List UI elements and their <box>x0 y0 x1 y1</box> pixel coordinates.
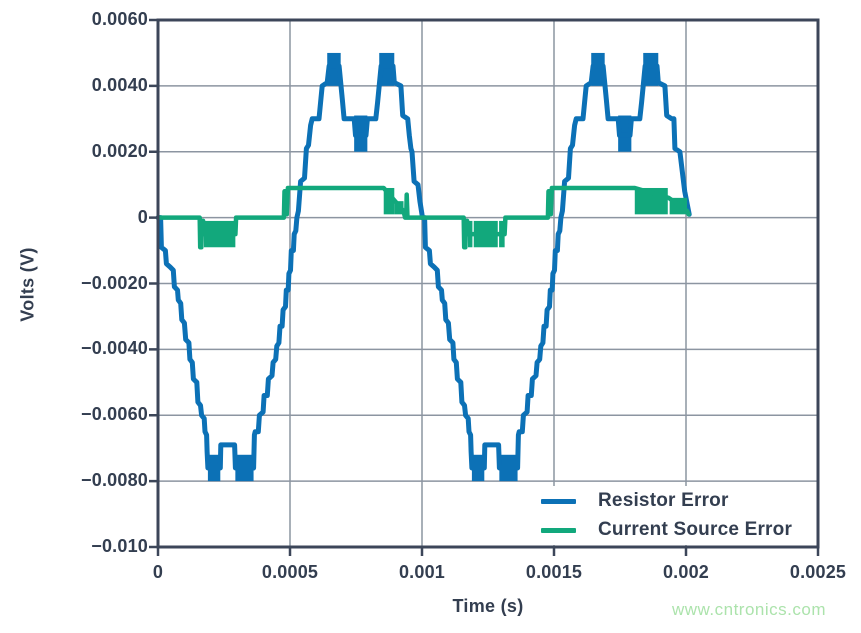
y-tick-label: −0.0060 <box>81 404 148 425</box>
y-axis-title: Volts (V) <box>17 247 38 322</box>
x-tick-label: 0 <box>152 562 164 582</box>
legend-row-resistor-error: Resistor Error <box>537 490 816 512</box>
y-tick-label: 0.0020 <box>91 140 148 161</box>
resistor-error-band <box>643 52 659 86</box>
current-source-error-line-swatch <box>541 527 576 533</box>
current-source-error-line <box>155 185 691 250</box>
y-tick-label: −0.010 <box>91 536 148 556</box>
resistor-error-line-swatch <box>541 498 576 504</box>
resistor-error-band <box>591 52 605 86</box>
y-tick-label: −0.0040 <box>81 338 148 359</box>
legend-label-resistor-error: Resistor Error <box>598 490 729 511</box>
x-axis-title: Time (s) <box>452 596 524 616</box>
y-tick-label: −0.0080 <box>81 470 148 491</box>
x-tick-label: 0.0015 <box>525 562 583 582</box>
legend-row-current-source-error: Current Source Error <box>537 519 816 541</box>
y-tick-label: 0.0040 <box>91 74 148 95</box>
x-tick-label: 0.001 <box>398 562 446 582</box>
watermark-text: www.cntronics.com <box>672 600 826 619</box>
y-tick-label: 0.0060 <box>91 9 148 29</box>
legend-label-current-source-error: Current Source Error <box>598 519 793 540</box>
y-tick-label: 0 <box>137 206 148 227</box>
x-tick-label: 0.0005 <box>261 562 319 582</box>
y-tick-label: −0.0020 <box>81 272 148 293</box>
resistor-error-band <box>379 52 395 86</box>
resistor-error-band <box>327 52 341 86</box>
x-tick-label: 0.002 <box>662 562 710 582</box>
legend: Resistor Error Current Source Error <box>537 486 816 545</box>
current-source-error-band <box>383 187 395 215</box>
resistor-error-line <box>155 63 692 471</box>
x-tick-label: 0.0025 <box>789 562 847 582</box>
plot-border <box>156 18 820 549</box>
